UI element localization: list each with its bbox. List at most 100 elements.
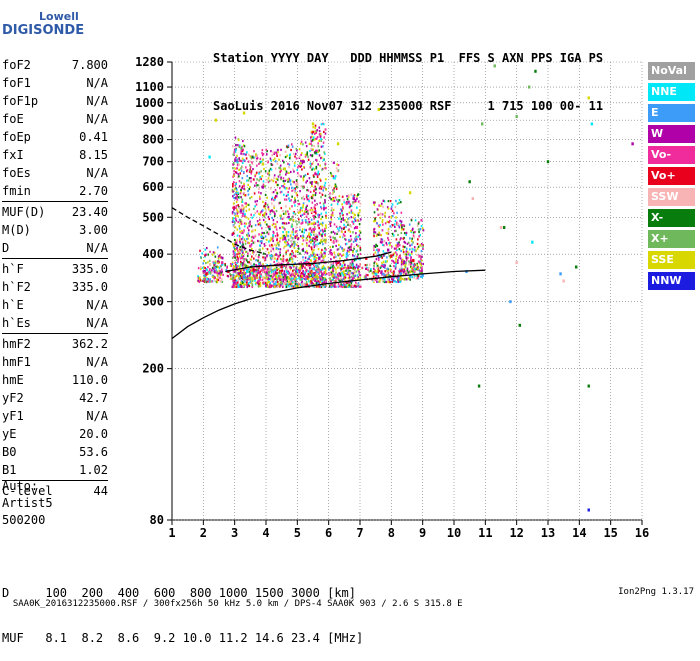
param-value: 42.7 xyxy=(79,391,108,405)
legend-item-x: X- xyxy=(648,209,695,227)
echo-point-x xyxy=(518,323,521,327)
param-name: foF2 xyxy=(2,58,31,72)
param-value: N/A xyxy=(86,241,108,255)
echo-point-sse xyxy=(283,167,286,171)
param-row: foF1 N/A xyxy=(2,74,108,92)
param-value: N/A xyxy=(86,298,108,312)
echo-point-x xyxy=(477,384,481,388)
param-name: h`Es xyxy=(2,316,31,330)
echo-point-w xyxy=(261,185,265,189)
param-name: foF1p xyxy=(2,94,39,108)
param-separator xyxy=(2,258,108,259)
x-tick-label: 6 xyxy=(325,526,332,540)
echo-point-vo xyxy=(377,248,380,252)
y-tick-label: 200 xyxy=(142,362,164,376)
legend-item-nnw: NNW xyxy=(648,272,695,290)
param-name: fxI xyxy=(2,148,24,162)
param-name: yF1 xyxy=(2,409,24,423)
param-value: N/A xyxy=(86,76,108,90)
x-tick-label: 1 xyxy=(168,526,175,540)
echo-point-vo xyxy=(308,263,312,267)
footer-version: Ion2Png 1.3.17 xyxy=(618,587,694,597)
echo-point-vo xyxy=(330,252,333,256)
param-name: D xyxy=(2,241,10,255)
param-name: yF2 xyxy=(2,391,24,405)
param-value: 362.2 xyxy=(71,337,108,351)
param-name: MUF(D) xyxy=(2,205,46,219)
param-row: h`F 335.0 xyxy=(2,260,108,278)
param-value: N/A xyxy=(86,112,108,126)
y-tick-label: 500 xyxy=(142,210,164,224)
legend-item-vo: Vo- xyxy=(648,146,695,164)
legend-item-vo: Vo+ xyxy=(648,167,695,185)
y-tick-label: 1100 xyxy=(135,80,164,94)
scaled-parameters-panel: foF2 7.800 foF1 N/A foF1p N/A foE N/A foEp 0.41 fx… xyxy=(2,56,108,500)
auto-code: 500200 xyxy=(2,513,46,527)
echo-point-vo xyxy=(355,225,359,229)
echo-point-sse xyxy=(214,118,218,122)
echo-point-w xyxy=(283,236,286,240)
legend-item-noval: NoVal xyxy=(648,62,695,80)
param-value: 20.0 xyxy=(79,427,108,441)
echo-point-w xyxy=(352,197,355,201)
param-name: h`F xyxy=(2,262,24,276)
logo-digisonde-text: DIGISONDE xyxy=(2,23,85,38)
echo-point-nne xyxy=(246,270,249,274)
echo-point-x xyxy=(575,265,578,269)
y-tick-label: 900 xyxy=(142,113,164,127)
param-name: h`F2 xyxy=(2,280,31,294)
x-tick-label: 5 xyxy=(294,526,301,540)
param-row: B1 1.02 xyxy=(2,461,108,479)
echo-point-vo xyxy=(205,272,208,276)
param-name: hmF2 xyxy=(2,337,31,351)
param-name: fmin xyxy=(2,184,31,198)
x-tick-label: 14 xyxy=(572,526,586,540)
echo-point-nne xyxy=(590,122,594,126)
echo-point-sse xyxy=(587,96,590,100)
param-value: 23.40 xyxy=(71,205,108,219)
echo-point-x xyxy=(293,240,296,244)
param-name: foE xyxy=(2,112,24,126)
echo-point-vo xyxy=(365,256,368,260)
param-row: h`F2 335.0 xyxy=(2,278,108,296)
param-name: hmE xyxy=(2,373,24,387)
echo-point-e xyxy=(559,272,562,276)
echo-point-e xyxy=(421,273,424,277)
header-line-1: Station YYYY DAY DDD HHMMSS P1 FFS S AXN… xyxy=(213,51,604,65)
param-row: foF1p N/A xyxy=(2,92,108,110)
echo-point-e xyxy=(311,273,315,277)
param-value: 8.15 xyxy=(79,148,108,162)
echo-point-x xyxy=(534,69,537,73)
y-tick-label: 700 xyxy=(142,155,164,169)
legend-item-nne: NNE xyxy=(648,83,695,101)
echo-point-vo xyxy=(249,244,252,248)
polarization-legend: NoVal NNE E W Vo- Vo+ SSW X- X+ SSE NNW xyxy=(648,62,695,293)
param-row: B0 53.6 xyxy=(2,443,108,461)
param-row: yE 20.0 xyxy=(2,425,108,443)
x-tick-label: 2 xyxy=(200,526,207,540)
param-row: fmin 2.70 xyxy=(2,182,108,200)
x-tick-label: 15 xyxy=(603,526,617,540)
trace-profile xyxy=(171,269,486,340)
echo-point-x xyxy=(546,160,550,164)
param-row: h`E N/A xyxy=(2,296,108,314)
echo-point-vo xyxy=(220,261,224,265)
echo-point-ssw xyxy=(562,279,565,283)
param-name: h`E xyxy=(2,298,24,312)
legend-item-x: X+ xyxy=(648,230,695,248)
param-value: 110.0 xyxy=(71,373,108,387)
param-separator xyxy=(2,201,108,202)
auto-label: Auto: xyxy=(2,479,39,493)
param-value: 1.02 xyxy=(79,463,108,477)
echo-point-w xyxy=(402,261,406,265)
x-tick-label: 12 xyxy=(509,526,523,540)
echo-point-nne xyxy=(208,155,211,159)
param-row: hmF1 N/A xyxy=(2,353,108,371)
param-value: 53.6 xyxy=(79,445,108,459)
logo-lowell-text: Lowell xyxy=(39,10,79,23)
param-value: 335.0 xyxy=(71,262,108,276)
auto-artist: Artist5 xyxy=(2,496,53,510)
y-tick-label: 1280 xyxy=(135,55,164,69)
y-tick-label: 300 xyxy=(142,295,164,309)
legend-item-sse: SSE xyxy=(648,251,695,269)
